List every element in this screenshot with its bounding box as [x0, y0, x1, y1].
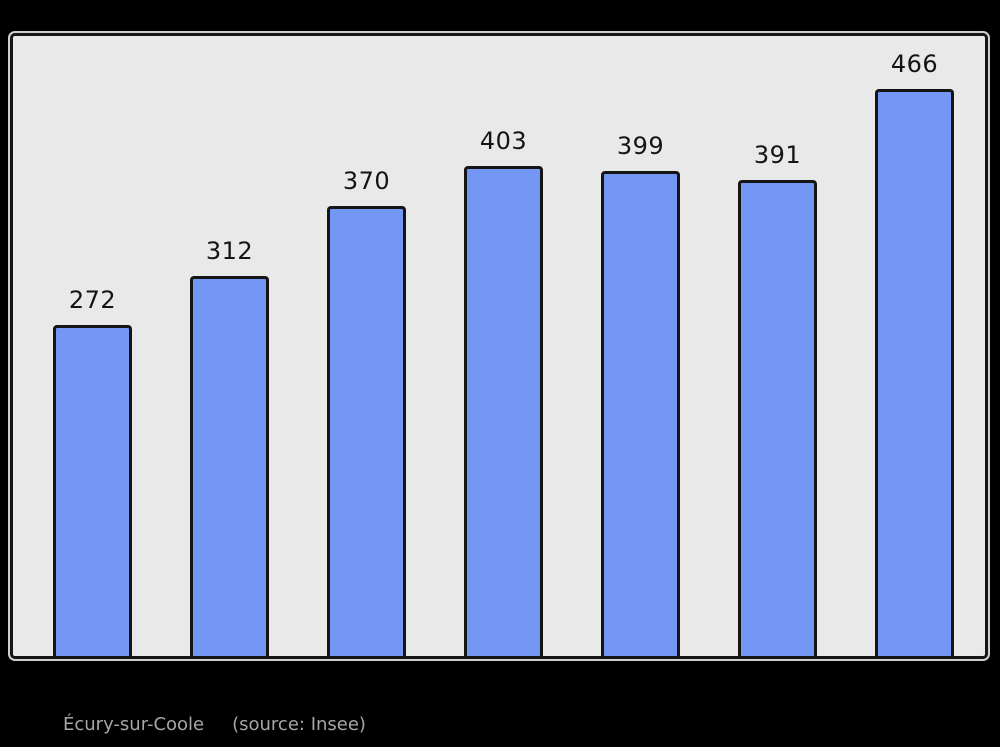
bar-group: 312 — [190, 237, 269, 656]
bar-group: 399 — [601, 132, 680, 656]
bar-value-label: 312 — [205, 237, 254, 265]
bar-value-label: 399 — [616, 132, 665, 160]
bar-value-label: 391 — [753, 141, 802, 169]
bar-group: 466 — [875, 50, 954, 656]
plot-area: 272 312 370 403 399 391 466 — [13, 36, 985, 656]
bar — [327, 206, 406, 656]
bar-value-label: 403 — [479, 127, 528, 155]
bar-value-label: 370 — [342, 167, 391, 195]
chart-caption: Écury-sur-Coole (source: Insee) — [63, 714, 366, 735]
bar — [190, 276, 269, 656]
chart-frame: 272 312 370 403 399 391 466 — [10, 33, 988, 659]
bar-group: 370 — [327, 167, 406, 656]
caption-commune-label: Écury-sur-Coole — [63, 714, 205, 735]
bar-group: 403 — [464, 127, 543, 656]
caption-source-label: (source: Insee) — [232, 714, 366, 735]
bar — [601, 171, 680, 656]
bar — [53, 325, 132, 656]
bar-value-label: 466 — [890, 50, 939, 78]
bar-group: 272 — [53, 286, 132, 656]
bar — [875, 89, 954, 656]
bar — [738, 180, 817, 656]
bar — [464, 166, 543, 656]
bar-value-label: 272 — [68, 286, 117, 314]
bar-group: 391 — [738, 141, 817, 656]
